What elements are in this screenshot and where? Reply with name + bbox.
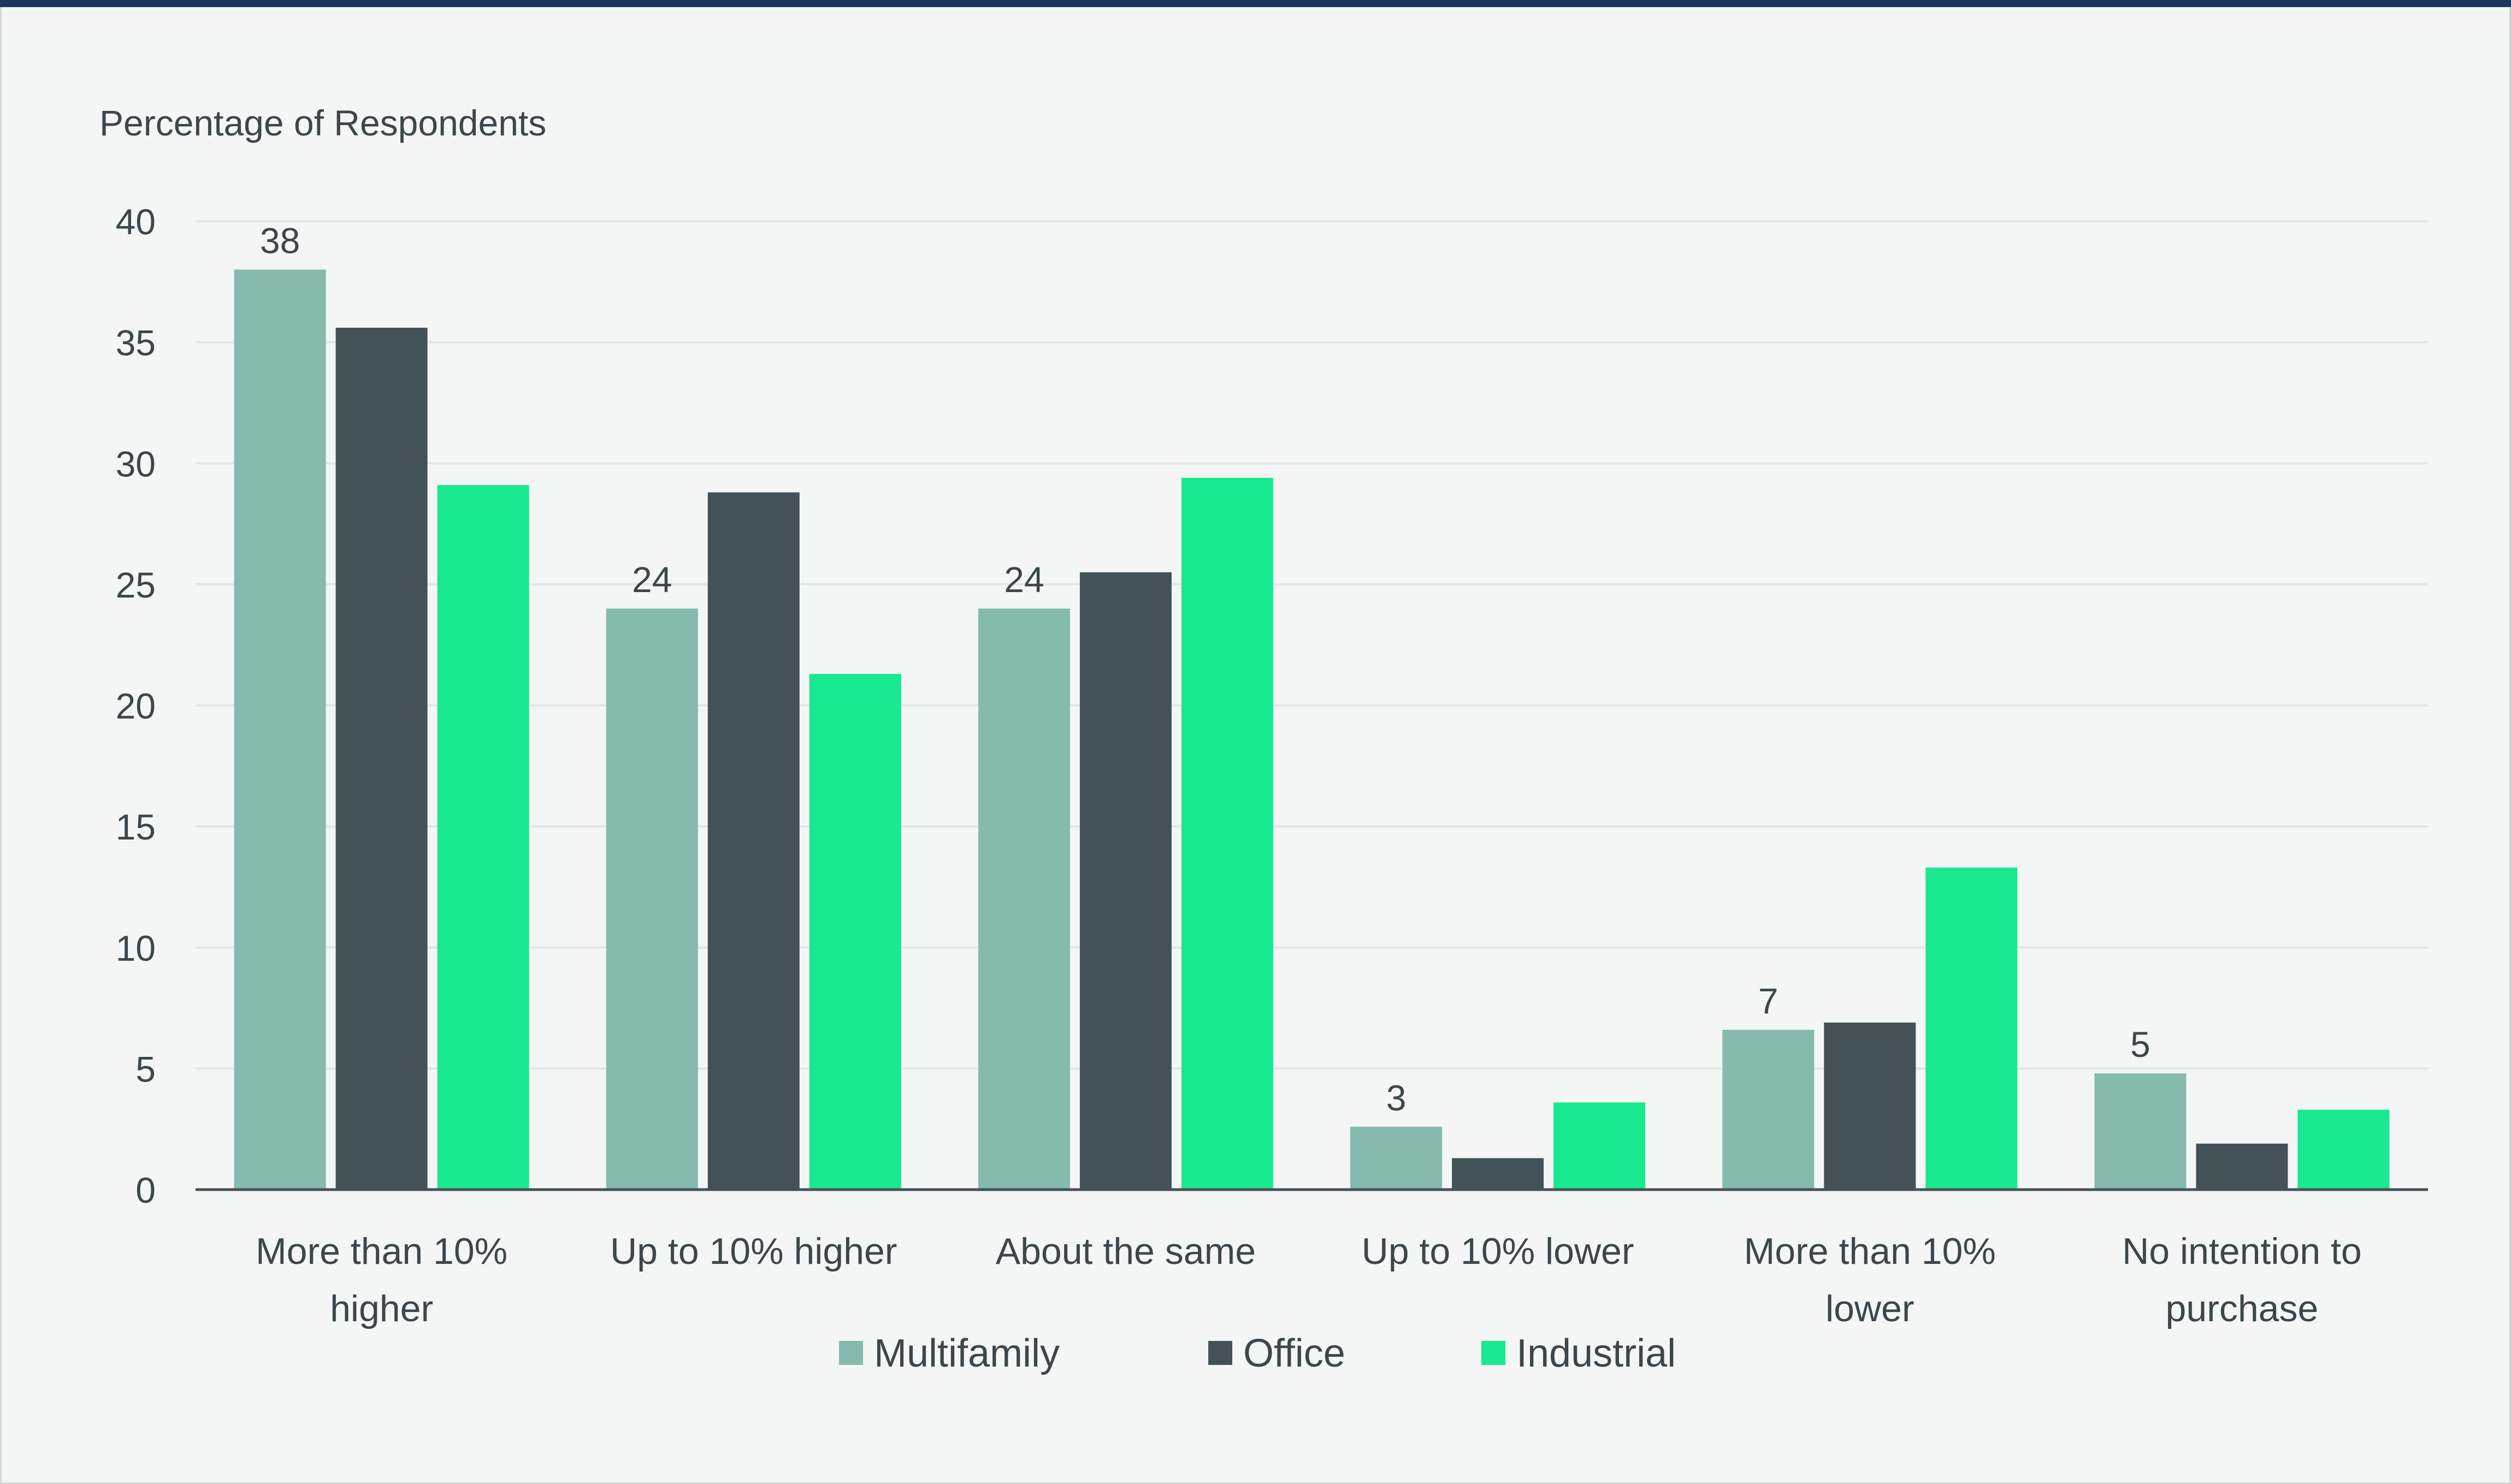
bar-office [1452, 1158, 1544, 1190]
x-tick-label: More than 10% [256, 1231, 507, 1272]
y-tick-label: 25 [116, 565, 156, 605]
legend-label: Multifamily [874, 1332, 1060, 1375]
x-tick-label: higher [330, 1288, 433, 1329]
y-axis-title: Percentage of Respondents [99, 103, 546, 143]
data-label: 3 [1386, 1078, 1407, 1118]
data-label: 24 [632, 559, 672, 600]
bar-office [2196, 1143, 2288, 1190]
data-label: 24 [1004, 559, 1044, 600]
bar-industrial [1181, 477, 1273, 1190]
x-tick-label: No intention to [2122, 1231, 2362, 1272]
bar-industrial [1925, 867, 2018, 1190]
bar-office [707, 492, 800, 1190]
legend-label: Industrial [1516, 1332, 1676, 1375]
bar-multifamily [2094, 1073, 2187, 1190]
legend: Multifamily Office Industrial [839, 1332, 1676, 1375]
y-tick-label: 20 [116, 686, 156, 726]
bar-industrial [1553, 1102, 1646, 1190]
bar-office [1079, 572, 1172, 1190]
bars: 38 24 24 3 7 5 [234, 221, 2390, 1190]
legend-swatch-industrial [1481, 1341, 1505, 1365]
x-tick-label: purchase [2166, 1288, 2319, 1329]
bar-office [1824, 1022, 1916, 1190]
x-tick-label: Up to 10% higher [610, 1231, 897, 1272]
bar-industrial [2297, 1109, 2390, 1190]
y-tick-label: 30 [116, 444, 156, 484]
y-tick-label: 5 [135, 1049, 156, 1089]
bar-multifamily [1350, 1126, 1443, 1190]
y-tick-label: 35 [116, 323, 156, 363]
bar-multifamily [606, 608, 698, 1190]
header-bar [0, 0, 2511, 7]
legend-swatch-office [1208, 1341, 1232, 1365]
y-tick-label: 40 [116, 202, 156, 242]
data-label: 38 [260, 221, 300, 261]
y-tick-label: 10 [116, 928, 156, 968]
x-axis-labels: More than 10% higher Up to 10% higher About… [256, 1231, 2362, 1329]
x-tick-label: About the same [996, 1231, 1256, 1272]
bar-office [335, 328, 428, 1190]
x-tick-label: lower [1825, 1288, 1915, 1329]
y-tick-label: 0 [135, 1170, 156, 1210]
gridlines [196, 220, 2428, 1070]
data-label: 7 [1758, 980, 1779, 1021]
legend-swatch-multifamily [839, 1341, 863, 1365]
x-tick-label: Up to 10% lower [1362, 1231, 1634, 1272]
bar-industrial [437, 485, 529, 1190]
legend-label: Office [1243, 1332, 1345, 1375]
y-tick-label: 15 [116, 807, 156, 847]
bar-multifamily [234, 269, 326, 1190]
x-tick-label: More than 10% [1744, 1231, 1996, 1272]
data-label: 5 [2130, 1024, 2150, 1065]
bar-industrial [809, 673, 901, 1190]
y-axis-ticks: 0 5 10 15 20 25 30 35 40 [116, 202, 156, 1210]
bar-multifamily [978, 608, 1070, 1190]
bar-multifamily [1722, 1030, 1815, 1190]
